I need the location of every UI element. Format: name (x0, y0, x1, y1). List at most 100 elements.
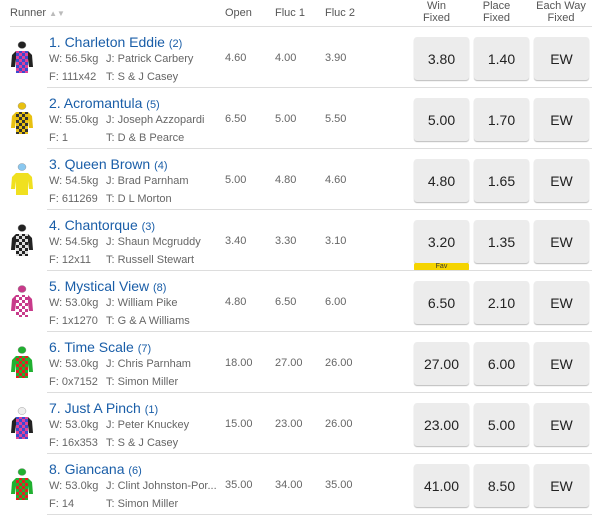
win-fixed-button[interactable]: 27.00 (414, 342, 469, 385)
barrier: (3) (141, 221, 156, 233)
trainer: T: D L Morton (106, 193, 172, 205)
runner-name: 2. Acromantula (49, 95, 143, 111)
trainer: T: G & A Williams (106, 315, 190, 327)
jockey-silk-icon (11, 285, 33, 317)
barrier: (6) (128, 465, 142, 477)
trainer: T: Simon Miller (106, 376, 179, 388)
fluc2-odds: 6.00 (325, 296, 347, 308)
form: F: 14 (49, 498, 75, 510)
divider (47, 453, 592, 454)
each-way-button[interactable]: EW (534, 37, 589, 80)
each-way-button[interactable]: EW (534, 403, 589, 446)
win-sort-header[interactable]: Win Fixed (414, 0, 459, 24)
runner-header-label: Runner (10, 7, 47, 19)
open-odds: 3.40 (225, 235, 247, 247)
weight: W: 55.0kg (49, 114, 99, 126)
fluc1-odds: 4.80 (275, 174, 297, 186)
runner-name-link[interactable]: 5. Mystical View (8) (49, 278, 166, 294)
ew-header-2: Fixed (547, 12, 575, 24)
place-fixed-button[interactable]: 2.10 (474, 281, 529, 324)
fluc1-odds: 3.30 (275, 235, 297, 247)
runner-name-link[interactable]: 1. Charleton Eddie (2) (49, 34, 182, 50)
weight: W: 53.0kg (49, 358, 99, 370)
trainer: T: S & J Casey (106, 71, 179, 83)
win-fixed-button[interactable]: 41.00 (414, 464, 469, 507)
divider (47, 392, 592, 393)
runner-name-link[interactable]: 2. Acromantula (5) (49, 95, 160, 111)
place-fixed-button[interactable]: 5.00 (474, 403, 529, 446)
favourite-badge: Fav (414, 263, 469, 271)
jockey: J: Shaun Mcgruddy (106, 236, 201, 248)
win-fixed-button[interactable]: 3.80 (414, 37, 469, 80)
jockey-silk-icon (11, 346, 33, 378)
runner-name: 3. Queen Brown (49, 156, 151, 172)
divider (47, 87, 592, 88)
runner-row: 1. Charleton Eddie (2) W: 56.5kg J: Patr… (0, 27, 602, 88)
fluc2-odds: 5.50 (325, 113, 347, 125)
runner-name-link[interactable]: 8. Giancana (6) (49, 461, 142, 477)
runner-name-link[interactable]: 3. Queen Brown (4) (49, 156, 168, 172)
runner-name-link[interactable]: 7. Just A Pinch (1) (49, 400, 158, 416)
divider (47, 148, 592, 149)
place-fixed-button[interactable]: 1.65 (474, 159, 529, 202)
trainer: T: D & B Pearce (106, 132, 185, 144)
place-fixed-button[interactable]: 1.40 (474, 37, 529, 80)
each-way-button[interactable]: EW (534, 342, 589, 385)
barrier: (2) (168, 38, 183, 50)
jockey-silk-icon (11, 163, 33, 195)
open-odds: 15.00 (225, 418, 253, 430)
each-way-button[interactable]: EW (534, 220, 589, 263)
barrier: (1) (144, 404, 159, 416)
open-odds: 4.80 (225, 296, 247, 308)
place-header-1: Place (482, 0, 511, 12)
jockey: J: Joseph Azzopardi (106, 114, 205, 126)
runner-name-link[interactable]: 6. Time Scale (7) (49, 339, 151, 355)
win-fixed-button[interactable]: 3.20 (414, 220, 469, 263)
runner-sort-header[interactable]: Runner ▲▼ (10, 7, 65, 19)
win-fixed-button[interactable]: 4.80 (414, 159, 469, 202)
each-way-button[interactable]: EW (534, 281, 589, 324)
place-fixed-button[interactable]: 6.00 (474, 342, 529, 385)
form: F: 16x353 (49, 437, 98, 449)
win-fixed-button[interactable]: 23.00 (414, 403, 469, 446)
trainer: T: S & J Casey (106, 437, 179, 449)
barrier: (4) (154, 160, 168, 172)
runner-name-link[interactable]: 4. Chantorque (3) (49, 217, 155, 233)
win-fixed-button[interactable]: 6.50 (414, 281, 469, 324)
runner-name: 5. Mystical View (49, 278, 150, 294)
runner-row: 4. Chantorque (3) W: 54.5kg J: Shaun Mcg… (0, 210, 602, 271)
place-fixed-button[interactable]: 8.50 (474, 464, 529, 507)
form: F: 111x42 (49, 71, 97, 83)
sort-icon: ▲▼ (49, 9, 65, 18)
divider (47, 331, 592, 332)
jockey: J: William Pike (106, 297, 178, 309)
open-odds: 5.00 (225, 174, 247, 186)
fluc2-odds: 26.00 (325, 418, 353, 430)
weight: W: 53.0kg (49, 480, 99, 492)
each-way-button[interactable]: EW (534, 159, 589, 202)
barrier: (5) (146, 99, 160, 111)
each-way-button[interactable]: EW (534, 464, 589, 507)
runner-row: 7. Just A Pinch (1) W: 53.0kg J: Peter K… (0, 393, 602, 454)
jockey-silk-icon (11, 41, 33, 73)
jockey-silk-icon (11, 407, 33, 439)
runner-name: 1. Charleton Eddie (49, 34, 165, 50)
each-way-button[interactable]: EW (534, 98, 589, 141)
place-sort-header[interactable]: Place Fixed (474, 0, 519, 24)
place-fixed-button[interactable]: 1.70 (474, 98, 529, 141)
jockey-silk-icon (11, 224, 33, 256)
weight: W: 53.0kg (49, 419, 99, 431)
barrier: (7) (137, 343, 152, 355)
barrier: (8) (153, 282, 167, 294)
place-fixed-button[interactable]: 1.35 (474, 220, 529, 263)
win-fixed-button[interactable]: 5.00 (414, 98, 469, 141)
fluc1-header: Fluc 1 (275, 7, 305, 19)
weight: W: 54.5kg (49, 236, 99, 248)
fluc1-odds: 5.00 (275, 113, 297, 125)
open-odds: 4.60 (225, 52, 247, 64)
trainer: T: Simon Miller (106, 498, 179, 510)
open-odds: 6.50 (225, 113, 247, 125)
fluc2-odds: 35.00 (325, 479, 353, 491)
weight: W: 54.5kg (49, 175, 99, 187)
ew-header: Each Way Fixed (531, 0, 591, 24)
